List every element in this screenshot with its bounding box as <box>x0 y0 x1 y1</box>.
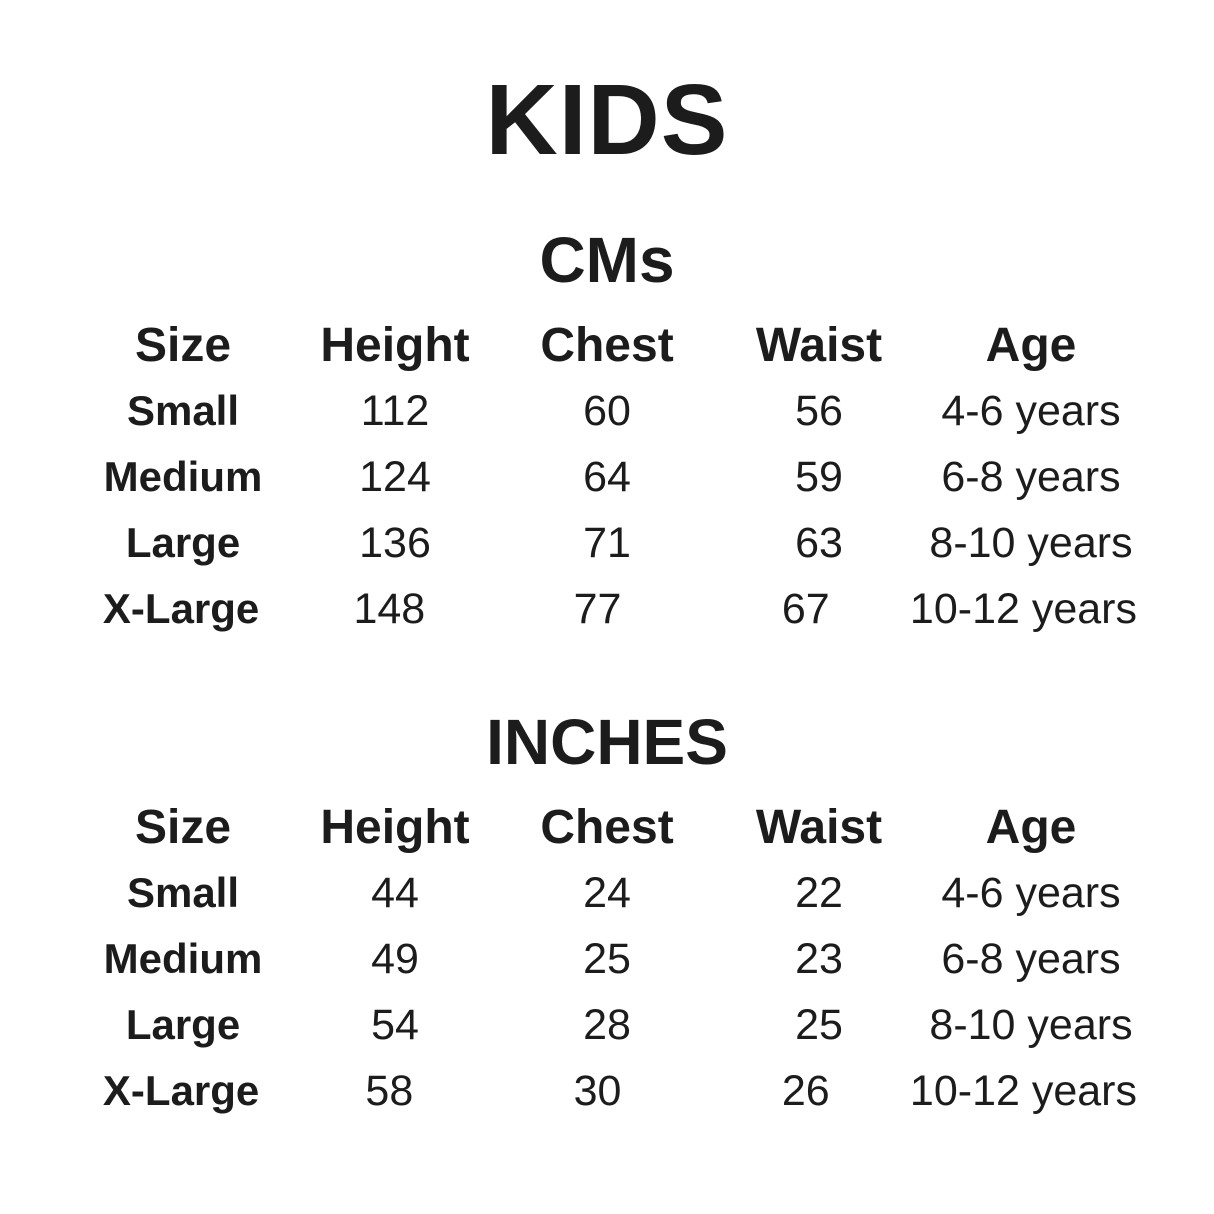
height-value: 136 <box>359 518 431 567</box>
row-label: Large <box>125 1001 241 1048</box>
table-row: Small 112 60 56 4-6 years <box>77 378 1137 444</box>
table-row: X-Large 58 30 26 10-12 years <box>77 1058 1137 1124</box>
waist-value: 59 <box>795 452 843 501</box>
table-header-row: Size Height Chest Waist Age <box>77 312 1137 378</box>
waist-value: 23 <box>795 934 843 983</box>
chest-value: 64 <box>583 452 631 501</box>
height-value: 124 <box>359 452 431 501</box>
age-value: 6-8 years <box>941 934 1121 983</box>
age-value: 4-6 years <box>941 386 1121 435</box>
section-title-inches: INCHES <box>486 706 728 778</box>
row-label: Medium <box>103 453 263 500</box>
page-title: KIDS <box>485 64 729 176</box>
waist-value: 26 <box>781 1066 830 1115</box>
size-table-cms: Size Height Chest Waist Age Small 112 60… <box>77 312 1137 642</box>
height-value: 49 <box>371 934 419 983</box>
column-header-waist: Waist <box>755 318 883 372</box>
row-label: Small <box>126 869 240 916</box>
column-header-size: Size <box>134 800 232 854</box>
column-header-height: Height <box>320 318 470 372</box>
height-value: 148 <box>353 584 426 633</box>
table-row: Small 44 24 22 4-6 years <box>77 860 1137 926</box>
age-value: 4-6 years <box>941 868 1121 917</box>
table-row: Large 136 71 63 8-10 years <box>77 510 1137 576</box>
age-value: 6-8 years <box>941 452 1121 501</box>
age-value: 8-10 years <box>929 1000 1133 1049</box>
waist-value: 56 <box>795 386 843 435</box>
table-row: Medium 124 64 59 6-8 years <box>77 444 1137 510</box>
age-value: 8-10 years <box>929 518 1133 567</box>
table-row: X-Large 148 77 67 10-12 years <box>77 576 1137 642</box>
column-header-chest: Chest <box>540 800 674 854</box>
table-row: Large 54 28 25 8-10 years <box>77 992 1137 1058</box>
column-header-size: Size <box>134 318 232 372</box>
chest-value: 71 <box>583 518 631 567</box>
waist-value: 22 <box>795 868 843 917</box>
chest-value: 24 <box>583 868 631 917</box>
chest-value: 77 <box>573 584 622 633</box>
age-value: 10-12 years <box>909 584 1137 633</box>
column-header-age: Age <box>985 318 1077 372</box>
height-value: 112 <box>360 386 430 435</box>
row-label: Small <box>126 387 240 434</box>
height-value: 44 <box>371 868 419 917</box>
waist-value: 63 <box>795 518 843 567</box>
row-label: X-Large <box>102 1067 260 1114</box>
chest-value: 25 <box>583 934 631 983</box>
waist-value: 67 <box>781 584 830 633</box>
chest-value: 60 <box>583 386 631 435</box>
row-label: X-Large <box>102 585 260 632</box>
age-value: 10-12 years <box>909 1066 1137 1115</box>
height-value: 54 <box>371 1000 419 1049</box>
row-label: Large <box>125 519 241 566</box>
height-value: 58 <box>365 1066 414 1115</box>
waist-value: 25 <box>795 1000 843 1049</box>
column-header-height: Height <box>320 800 470 854</box>
table-row: Medium 49 25 23 6-8 years <box>77 926 1137 992</box>
column-header-age: Age <box>985 800 1077 854</box>
chest-value: 30 <box>573 1066 622 1115</box>
table-header-row: Size Height Chest Waist Age <box>77 794 1137 860</box>
column-header-waist: Waist <box>755 800 883 854</box>
section-title-cms: CMs <box>539 224 675 296</box>
chest-value: 28 <box>583 1000 631 1049</box>
size-table-inches: Size Height Chest Waist Age Small 44 24 … <box>77 794 1137 1124</box>
row-label: Medium <box>103 935 263 982</box>
column-header-chest: Chest <box>540 318 674 372</box>
